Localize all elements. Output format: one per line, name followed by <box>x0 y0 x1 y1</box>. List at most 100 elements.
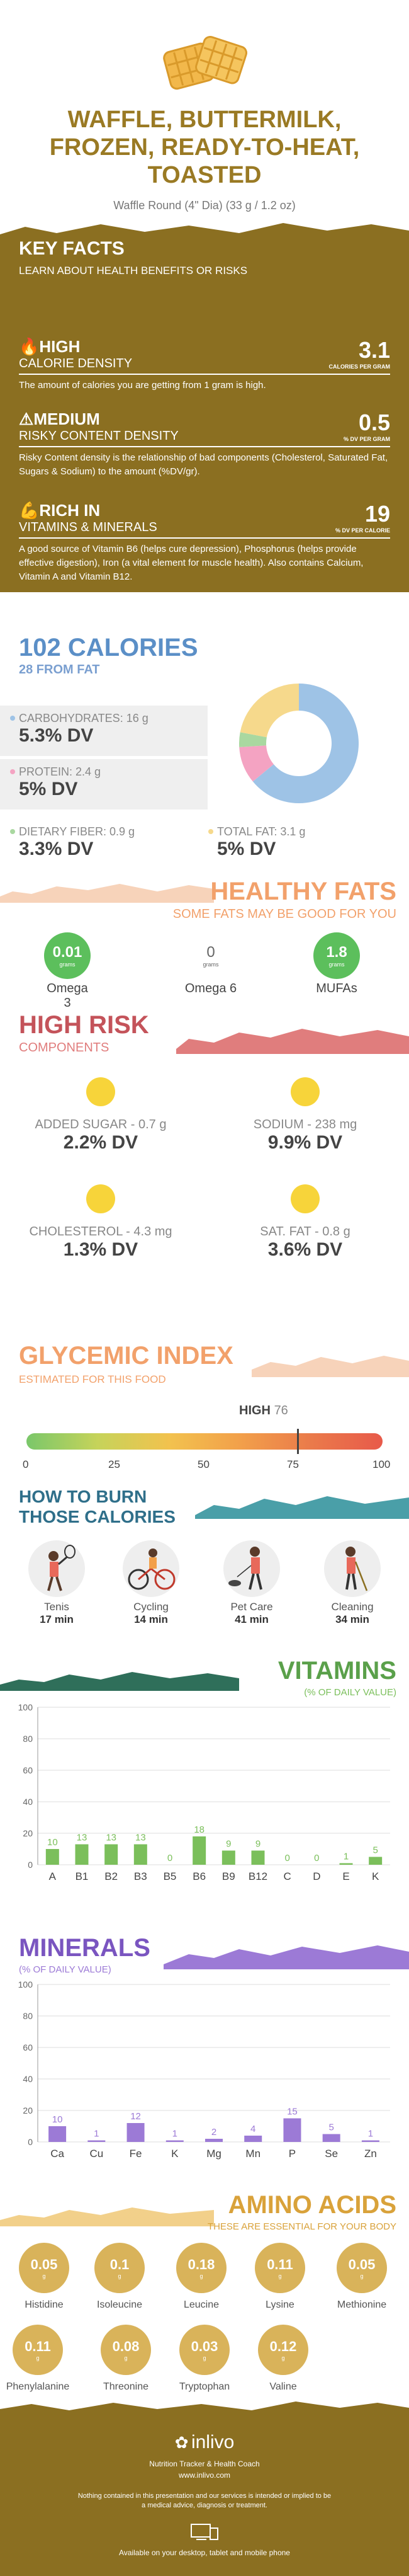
carbs-dot <box>10 716 15 721</box>
x-tick-label: P <box>289 2148 296 2160</box>
key-facts-subtitle: LEARN ABOUT HEALTH BENEFITS OR RISKS <box>19 265 248 277</box>
footer-tagline: Nutrition Tracker & Health Coach <box>149 2459 260 2468</box>
high-risk-banner <box>0 1024 409 1055</box>
key-fact-category: RISKY CONTENT DENSITY <box>19 429 390 447</box>
bar-Zn <box>361 2140 379 2142</box>
x-tick-label: B3 <box>134 1870 147 1882</box>
mufas-value: 1.8 <box>326 944 347 961</box>
sodium-label: SODIUM - 238 mg <box>253 1118 357 1131</box>
healthy-fats-title: HEALTHY FATS <box>210 878 396 905</box>
bar-B2 <box>104 1844 118 1865</box>
y-tick-label: 100 <box>18 1702 33 1712</box>
omega6-label: Omega 6 <box>184 982 237 995</box>
donut-slice-protein <box>239 745 274 782</box>
amino-circle: 0.05 g <box>19 2243 69 2293</box>
bar-value-label: 12 <box>130 2111 141 2122</box>
footer-url[interactable]: www.inlivo.com <box>178 2471 231 2480</box>
amino-unit: g <box>281 2355 285 2361</box>
bar-value-label: 10 <box>52 2114 63 2125</box>
amino-label: Tryptophan <box>179 2381 230 2392</box>
burn-label: Cleaning <box>331 1601 374 1613</box>
key-fact-level: RICH IN <box>39 501 101 520</box>
y-tick-label: 20 <box>23 1828 33 1838</box>
cleaning-icon <box>324 1540 381 1597</box>
omega6-item: 0 grams Omega 6 <box>176 932 245 996</box>
burn-banner <box>0 1490 409 1521</box>
omega3-value: 0.01 <box>52 944 82 961</box>
fiber-dv: 3.3% DV <box>19 839 94 859</box>
fiber-dot <box>10 829 15 834</box>
calories-title: 102 CALORIES <box>19 634 198 661</box>
x-tick-label: B9 <box>222 1870 235 1882</box>
key-fact-vitamins-minerals: 💪RICH IN VITAMINS & MINERALS 19 % DV PER… <box>19 501 390 584</box>
burn-cleaning: Cleaning 34 min <box>315 1540 390 1626</box>
burn-time: 14 min <box>134 1613 168 1625</box>
omega6-value: 0 <box>206 944 215 961</box>
smiley-icon <box>86 1184 115 1213</box>
key-fact-description: Risky Content density is the relationshi… <box>19 452 388 477</box>
bar-value-label: 2 <box>211 2127 216 2138</box>
footer-available: Available on your desktop, tablet and mo… <box>119 2548 290 2557</box>
omega6-circle: 0 grams <box>188 932 234 979</box>
amino-item-valine: 0.12 g Valine <box>242 2325 324 2393</box>
burn-pet-care: Pet Care 41 min <box>214 1540 289 1626</box>
amino-unit: g <box>36 2355 40 2361</box>
amino-label: Histidine <box>25 2299 64 2310</box>
header-wave <box>0 223 409 241</box>
bar-Mn <box>244 2136 262 2142</box>
added-sugar-dv: 2.2% DV <box>63 1132 138 1153</box>
bar-B1 <box>75 1844 89 1865</box>
vitamins-chart: 02040608010010A13B113B213B30B518B69B99B1… <box>18 1702 390 1882</box>
amino-value: 0.11 <box>25 2338 51 2354</box>
bar-Fe <box>126 2123 145 2142</box>
mufas-unit: grams <box>328 961 345 968</box>
amino-circle: 0.08 g <box>101 2325 151 2375</box>
x-tick-label: D <box>313 1870 320 1882</box>
vitamins-title: VITAMINS <box>277 1657 396 1685</box>
sodium-item: SODIUM - 238 mg 9.9% DV <box>214 1077 396 1153</box>
bar-value-label: 13 <box>77 1833 87 1843</box>
amino-item-histidine: 0.05 g Histidine <box>3 2243 85 2311</box>
x-tick-label: B6 <box>193 1870 206 1882</box>
cholesterol-item: CHOLESTEROL - 4.3 mg 1.3% DV <box>13 1184 189 1261</box>
cycling-icon <box>123 1540 179 1597</box>
tick-0: 0 <box>23 1458 29 1470</box>
amino-value: 0.03 <box>191 2338 218 2354</box>
vitamins-subtitle: (% OF DAILY VALUE) <box>304 1687 396 1698</box>
added-sugar-label: ADDED SUGAR - 0.7 g <box>35 1118 167 1131</box>
x-tick-label: K <box>372 1870 379 1882</box>
glycemic-title: GLYCEMIC INDEX <box>19 1342 233 1370</box>
burn-time: 17 min <box>40 1613 74 1625</box>
sat-fat-label: SAT. FAT - 0.8 g <box>260 1225 350 1239</box>
leaf-icon: ✿ <box>174 2433 189 2452</box>
omega3-item: 0.01 grams Omega 3 <box>44 932 94 1010</box>
minerals-subtitle: (% OF DAILY VALUE) <box>19 1964 111 1975</box>
amino-label: Phenylalanine <box>6 2381 70 2392</box>
serving-size: Waffle Round (4" Dia) (33 g / 1.2 oz) <box>113 199 296 212</box>
amino-title: AMINO ACIDS <box>228 2191 396 2219</box>
fat-dv: 5% DV <box>217 839 276 859</box>
fat-dot <box>208 829 213 834</box>
bar-value-label: 9 <box>226 1839 231 1850</box>
x-tick-label: B1 <box>76 1870 89 1882</box>
key-fact-value: 3.1 <box>358 337 390 363</box>
protein-box: PROTEIN: 2.4 g 5% DV <box>0 759 208 810</box>
key-fact-level: MEDIUM <box>33 409 100 428</box>
carbohydrates-dv: 5.3% DV <box>19 725 94 746</box>
fire-icon: 🔥 <box>19 337 40 356</box>
key-fact-value: 0.5 <box>358 409 390 435</box>
added-sugar-item: ADDED SUGAR - 0.7 g 2.2% DV <box>13 1077 189 1153</box>
glycemic-level-label: HIGH <box>239 1404 271 1417</box>
key-fact-description: A good source of Vitamin B6 (helps cure … <box>19 544 364 582</box>
bar-E <box>339 1863 353 1865</box>
high-risk-subtitle: COMPONENTS <box>19 1041 109 1055</box>
bar-value-label: 0 <box>314 1853 319 1863</box>
vitamins-banner <box>0 1663 409 1695</box>
amino-value: 0.1 <box>109 2257 130 2272</box>
x-tick-label: Fe <box>130 2148 142 2160</box>
burn-time: 34 min <box>335 1613 369 1625</box>
amino-row-1: 0.05 g Histidine 0.1 g Isoleucine 0.18 g Leucine… <box>0 2243 409 2325</box>
key-fact-unit: % DV PER CALORIE <box>335 527 390 534</box>
y-tick-label: 40 <box>23 2074 33 2084</box>
fiber-box: DIETARY FIBER: 0.9 g 3.3% DV <box>0 819 208 869</box>
